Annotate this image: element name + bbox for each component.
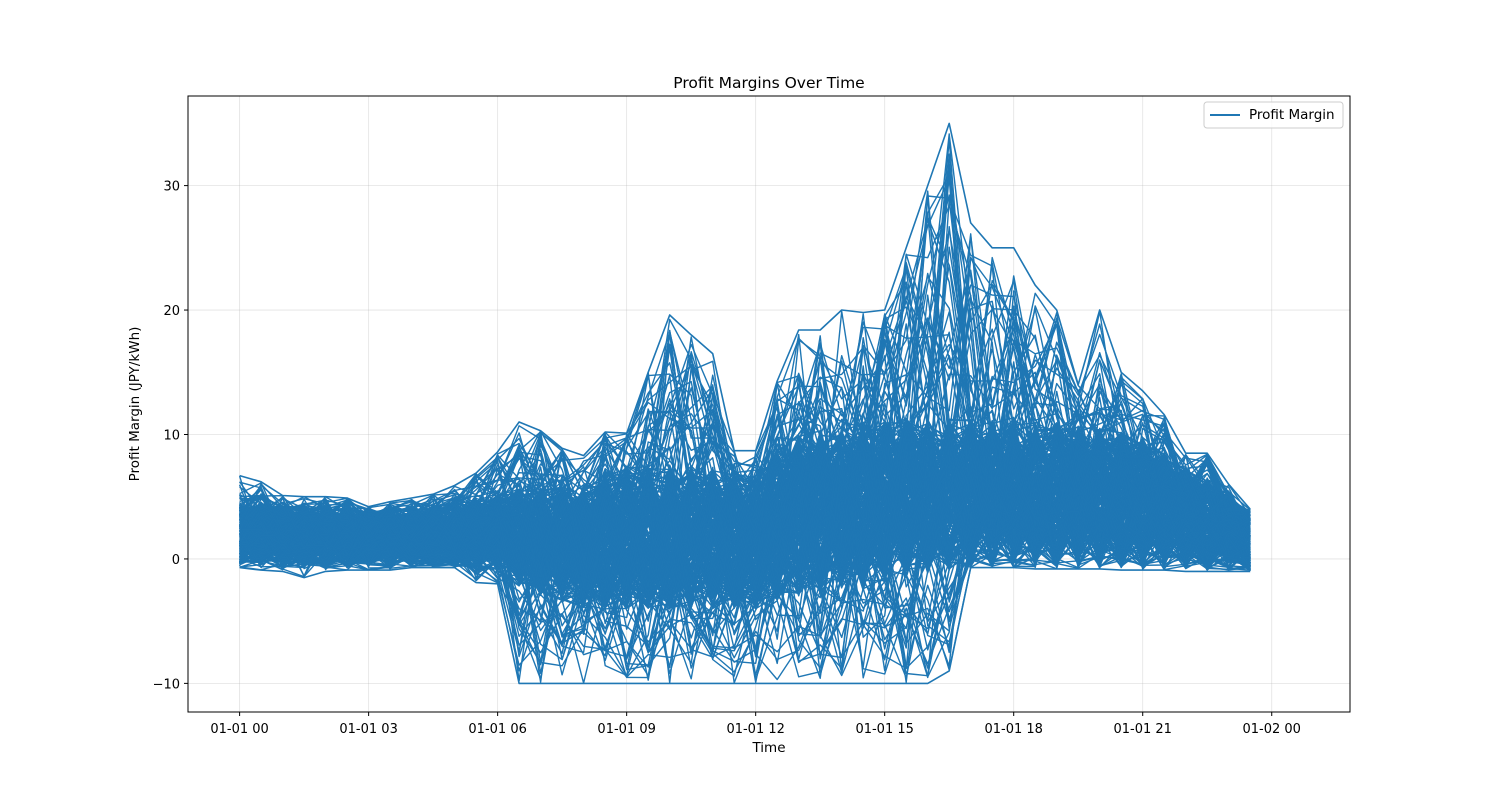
x-tick-label: 01-01 15	[855, 722, 913, 737]
x-tick-label: 01-01 18	[984, 722, 1042, 737]
series-line	[239, 246, 1251, 554]
series-line	[239, 481, 1251, 684]
x-axis-label: Time	[751, 740, 785, 756]
legend-label: Profit Margin	[1249, 107, 1335, 123]
series-line	[239, 219, 1251, 569]
y-tick-label: −10	[153, 677, 180, 692]
series-line	[239, 452, 1251, 679]
x-tick-label: 01-01 06	[468, 722, 526, 737]
x-tick-label: 01-01 09	[597, 722, 655, 737]
x-tick-label: 01-02 00	[1243, 722, 1301, 737]
y-axis-ticks: −10 0 10 20 30	[153, 180, 188, 692]
y-tick-label: 30	[163, 180, 180, 195]
series-lines	[238, 122, 1251, 685]
x-axis-ticks: 01-01 00 01-01 03 01-01 06 01-01 09 01-01 12…	[210, 712, 1301, 737]
series-line	[239, 275, 1251, 558]
series-line	[238, 439, 1251, 668]
y-axis-label: Profit Margin (JPY/kWh)	[127, 327, 143, 482]
x-tick-label: 01-01 00	[210, 722, 268, 737]
series-line	[239, 452, 1251, 670]
x-tick-label: 01-01 12	[726, 722, 784, 737]
chart-title: Profit Margins Over Time	[673, 74, 864, 92]
series-line	[238, 190, 1251, 565]
series-line	[239, 566, 1251, 685]
x-tick-label: 01-01 03	[339, 722, 397, 737]
legend: Profit Margin	[1203, 101, 1344, 129]
series-line	[239, 294, 1251, 596]
series-line	[238, 174, 1251, 601]
series-line	[239, 122, 1251, 510]
legend-box	[1203, 101, 1344, 129]
series-line	[239, 473, 1251, 658]
plot-frame	[187, 95, 1351, 713]
series-line	[239, 454, 1251, 673]
y-tick-label: 10	[163, 428, 180, 443]
y-tick-label: 20	[163, 304, 180, 319]
x-tick-label: 01-01 21	[1113, 722, 1171, 737]
y-tick-label: 0	[172, 553, 180, 568]
